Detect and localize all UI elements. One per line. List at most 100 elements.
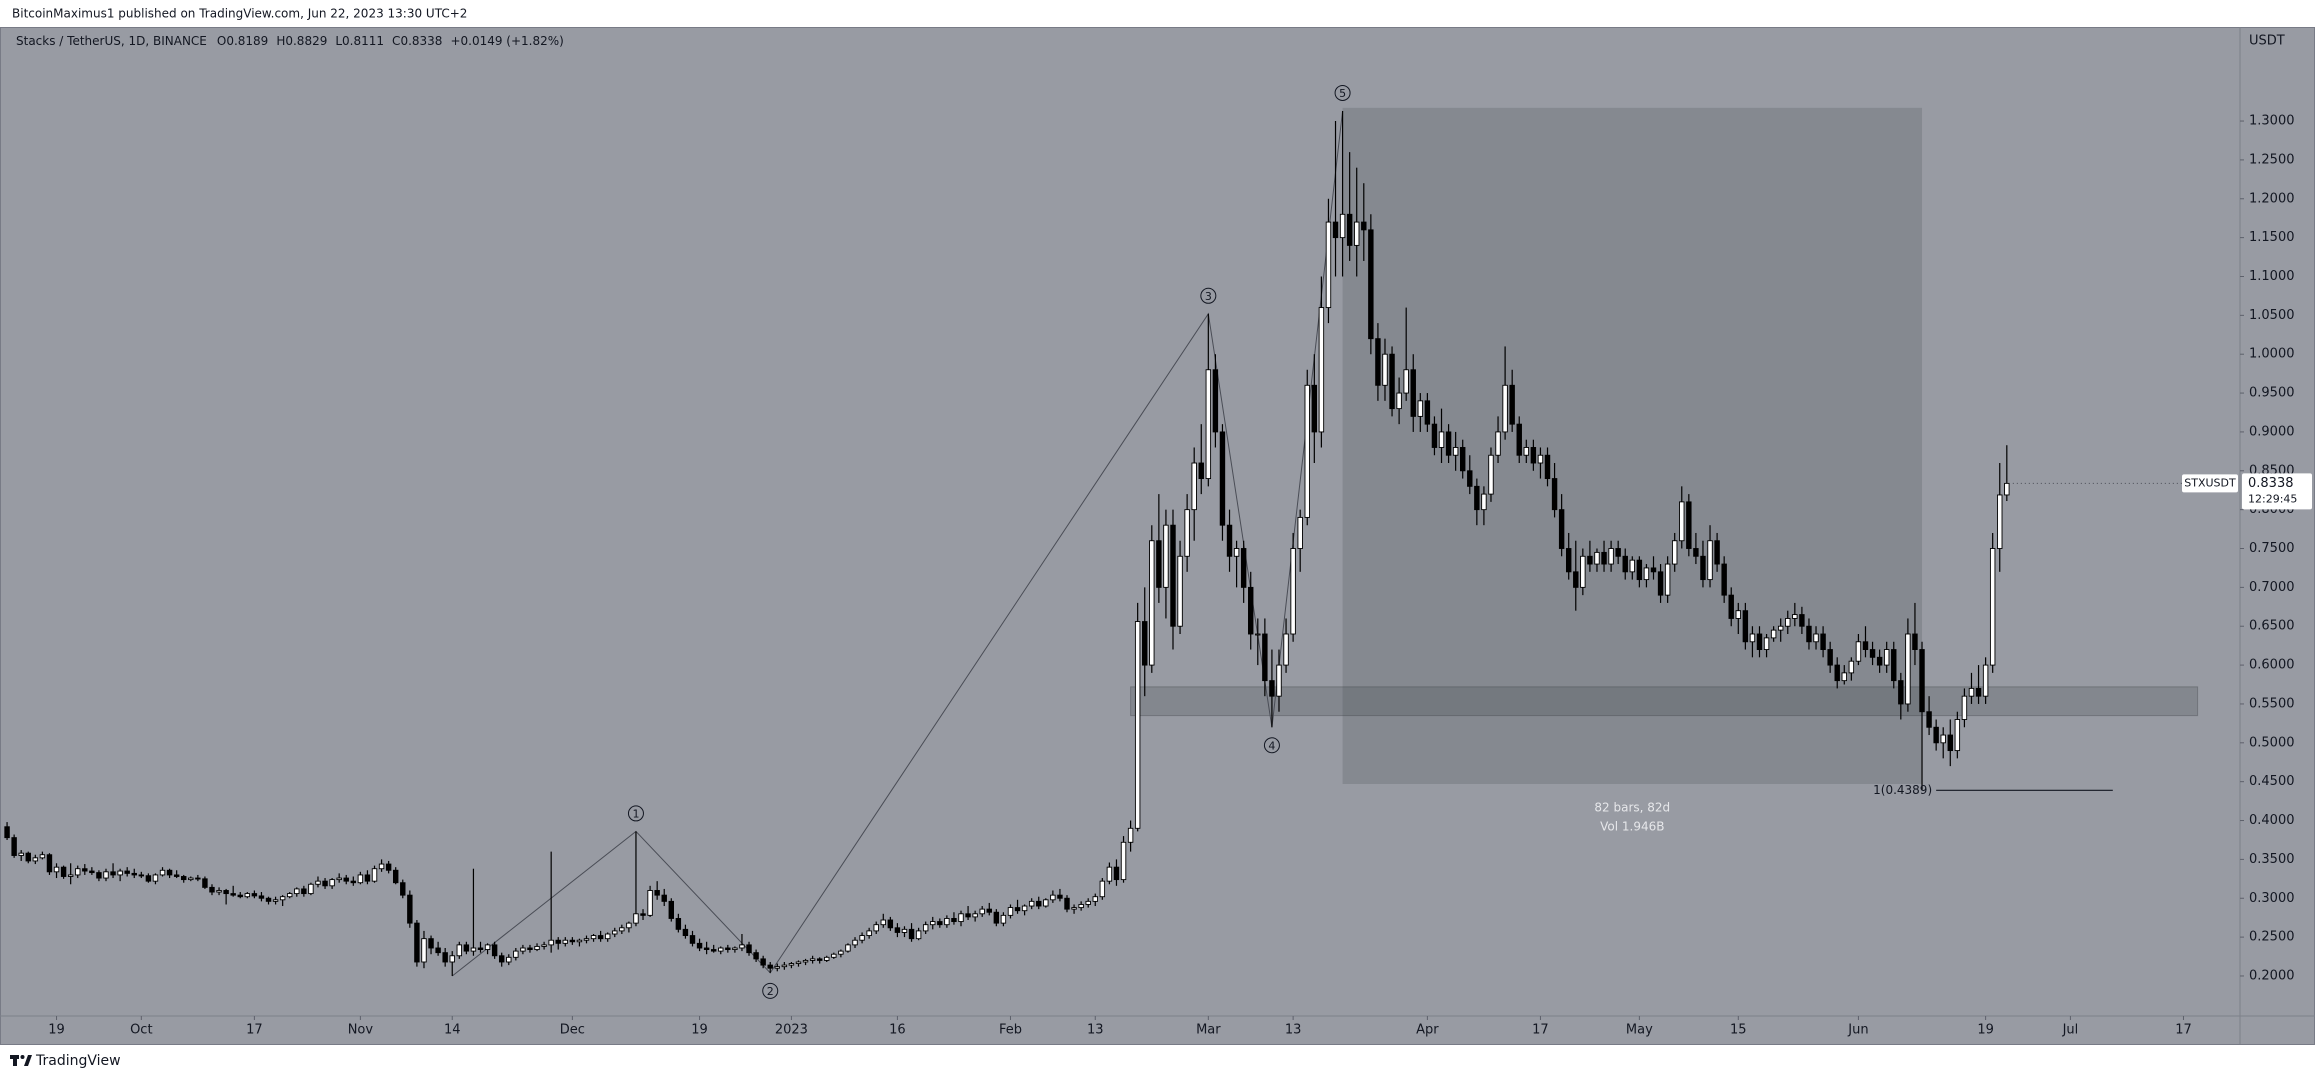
level-label: 1(0.4389) — [1873, 783, 1932, 797]
candle-body — [725, 947, 731, 950]
y-tick-label: 0.3000 — [2249, 891, 2295, 906]
candle-body — [781, 964, 788, 968]
candle-body — [11, 837, 17, 856]
candle-body — [1163, 524, 1169, 588]
candle-body — [1777, 625, 1784, 631]
candle-body — [1431, 423, 1438, 448]
candle-body — [350, 880, 357, 884]
candle-body — [887, 919, 894, 929]
y-tick-label: 0.4500 — [2249, 774, 2295, 789]
x-tick-label: 17 — [246, 1023, 263, 1038]
footer-text: TradingView — [35, 1053, 121, 1069]
legend-ohlc-value: 0.8338 — [400, 34, 442, 48]
candle-body — [1043, 899, 1049, 907]
candle-body — [1565, 548, 1572, 573]
x-tick-label: 19 — [691, 1023, 708, 1038]
y-tick-label: 0.7500 — [2249, 541, 2295, 556]
candle-body — [1332, 221, 1339, 239]
candle-body — [470, 947, 477, 952]
candle-body — [802, 959, 809, 963]
candle-body — [4, 826, 10, 839]
candle-body — [308, 883, 314, 895]
candle-body — [958, 913, 964, 923]
candle-body — [703, 947, 710, 950]
candle-body — [1488, 454, 1494, 495]
candle-body — [491, 944, 498, 957]
candle-body — [1036, 900, 1042, 907]
y-tick-label: 1.2000 — [2249, 191, 2295, 206]
y-tick-label: 0.9000 — [2249, 424, 2295, 439]
candle-body — [1544, 454, 1551, 480]
y-tick-label: 0.2500 — [2249, 930, 2295, 945]
candle-body — [1516, 423, 1522, 456]
candle-body — [315, 880, 321, 885]
price-box — [2242, 473, 2312, 510]
logo-slash — [24, 1055, 32, 1066]
candle-body — [1975, 687, 1982, 697]
candle-body — [1071, 907, 1077, 910]
candle-body — [1855, 641, 1862, 662]
range-volume-label: Vol 1.946B — [1600, 820, 1664, 834]
candle-body — [145, 875, 152, 882]
candle-body — [1721, 563, 1727, 596]
candle-body — [1170, 524, 1176, 627]
x-tick-label: Dec — [560, 1023, 585, 1038]
candle-body — [1898, 680, 1904, 705]
candle-body — [1134, 621, 1141, 829]
candle-body — [569, 939, 576, 943]
candle-body — [513, 950, 519, 958]
candle-body — [1417, 400, 1424, 417]
candle-body — [633, 913, 639, 924]
candle-body — [1028, 900, 1035, 907]
x-tick-label: 17 — [2175, 1023, 2192, 1038]
candle-body — [230, 893, 236, 896]
candle-body — [301, 888, 307, 895]
candle-body — [60, 866, 67, 877]
candle-body — [852, 939, 858, 946]
candle-body — [435, 947, 441, 954]
candle-body — [279, 896, 286, 901]
y-tick-label: 0.3500 — [2249, 852, 2295, 867]
wave-label: 3 — [1205, 290, 1212, 303]
candle-body — [1311, 384, 1318, 433]
wave-label-circle — [1263, 737, 1280, 754]
candle-body — [1099, 880, 1106, 898]
candle-body — [1248, 586, 1254, 635]
plot-area: 82 bars, 82d Vol 1.946B 1 2 3 4 5 1(0.4389) — [4, 84, 2240, 999]
candle-body — [322, 880, 328, 887]
candle-body — [816, 958, 823, 961]
symbol-label: STXUSDT — [2184, 476, 2236, 489]
candle-body — [237, 894, 243, 898]
candle-body — [265, 897, 272, 902]
candle-body — [597, 935, 604, 940]
candle-body — [647, 890, 653, 916]
candle-body — [463, 944, 470, 952]
y-tick-label: 0.4000 — [2249, 813, 2295, 828]
candle-body — [442, 952, 448, 963]
candle-body — [32, 857, 39, 862]
candle-body — [1834, 664, 1840, 682]
candle-body — [1686, 501, 1692, 549]
candle-body — [1926, 711, 1932, 728]
candle-body — [1650, 567, 1657, 573]
candle-body — [1361, 221, 1367, 231]
wave-label-circle — [627, 805, 644, 822]
y-tick-label: 1.3000 — [2249, 114, 2295, 129]
candle-body — [979, 908, 985, 915]
candle-body — [1509, 384, 1515, 425]
x-tick-label: 2023 — [775, 1023, 808, 1038]
candle-body — [1827, 649, 1833, 666]
x-tick-label: 13 — [1087, 1023, 1104, 1038]
candle-body — [520, 947, 526, 952]
candle-body — [1671, 540, 1678, 565]
candle-body — [1862, 641, 1869, 650]
candle-body — [414, 922, 420, 963]
candle-body — [1389, 353, 1395, 410]
candle-body — [1551, 478, 1558, 511]
candle-body — [922, 924, 929, 932]
candle-body — [188, 877, 194, 881]
candle-body — [1191, 462, 1197, 511]
candle-body — [1212, 369, 1219, 433]
candle-body — [1078, 904, 1084, 909]
candle-body — [209, 886, 215, 893]
